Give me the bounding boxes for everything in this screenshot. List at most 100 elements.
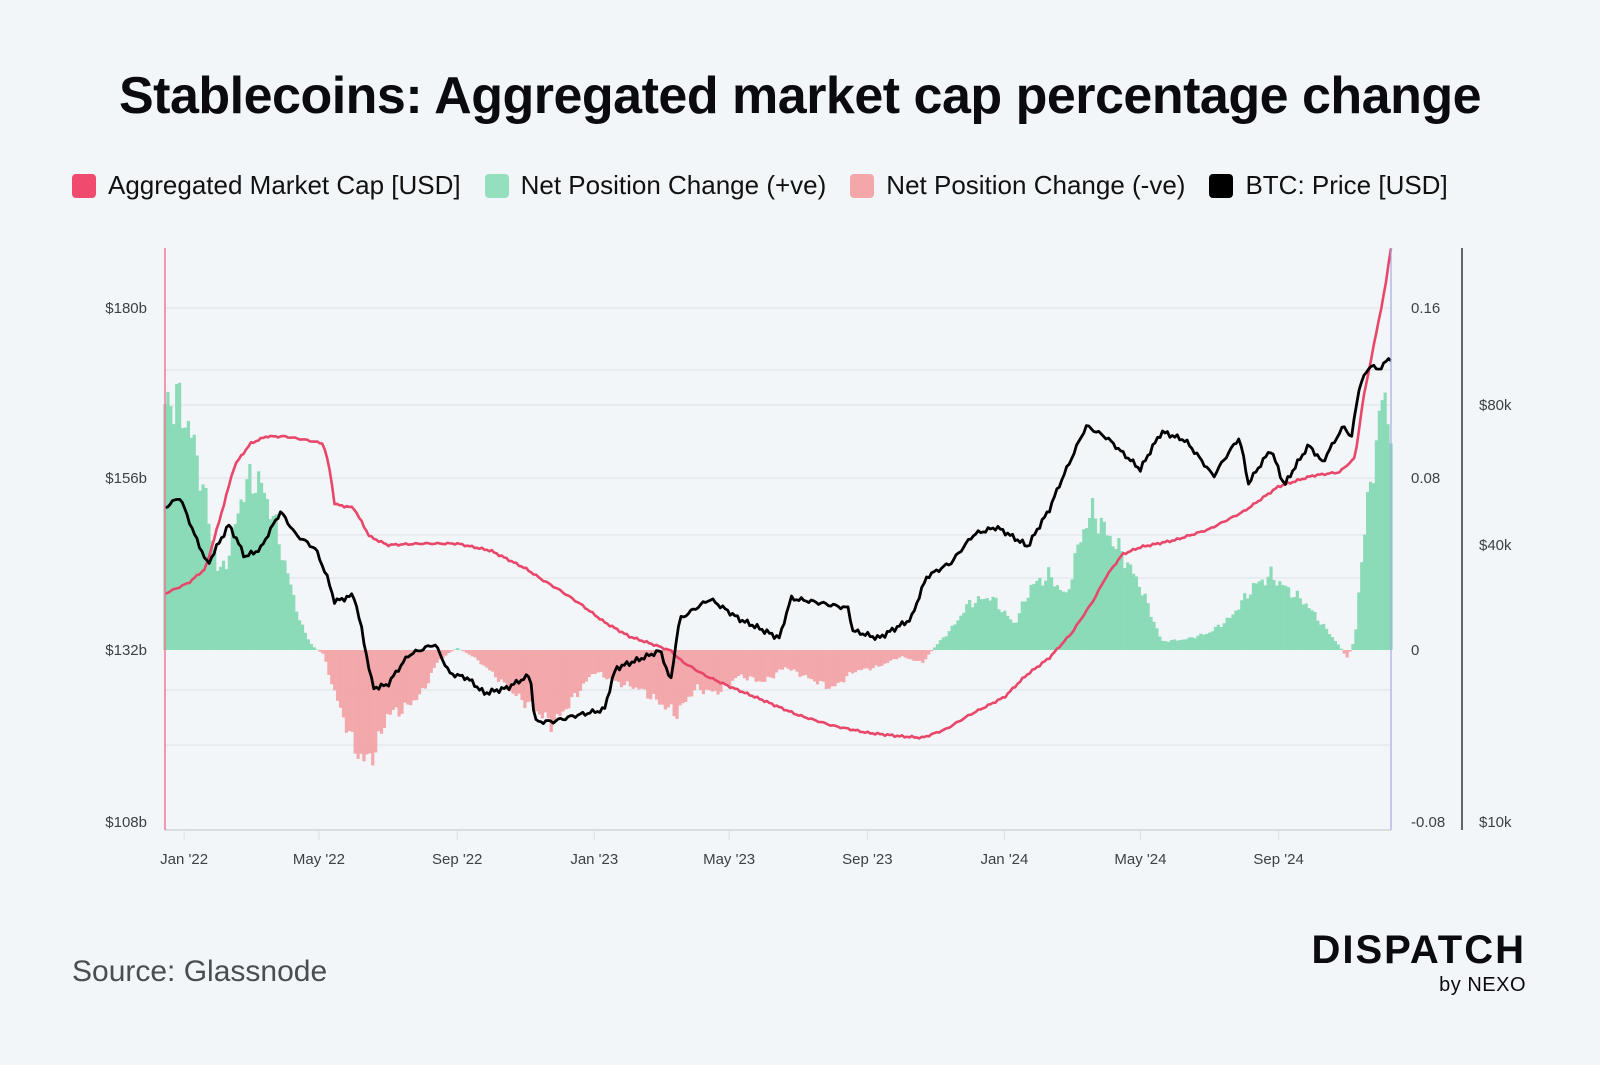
left-axis-tick-label: $108b (105, 814, 147, 831)
legend-item-net-positive[interactable]: Net Position Change (+ve) (484, 170, 826, 201)
net-position-bar-negative (514, 650, 518, 697)
net-position-bar-positive (1278, 581, 1282, 650)
net-position-bar-positive (962, 612, 966, 650)
net-position-bar-negative (631, 650, 635, 689)
net-position-bar-negative (529, 650, 533, 702)
net-position-bar-negative (441, 650, 445, 658)
net-position-bar-negative (915, 650, 919, 661)
net-position-bar-negative (596, 650, 600, 673)
net-position-bar-positive (935, 644, 940, 650)
net-position-bar-negative (818, 650, 823, 681)
net-position-bar-positive (218, 566, 223, 650)
net-position-bar-positive (271, 516, 275, 650)
net-position-bar-positive (1126, 562, 1130, 650)
net-position-bar-negative (786, 650, 790, 669)
net-position-bar-negative (464, 650, 468, 653)
net-position-bar-positive (1052, 586, 1057, 650)
net-position-bar-negative (687, 650, 691, 697)
net-position-bar-negative (853, 650, 858, 673)
net-position-bar-negative (889, 650, 893, 661)
net-position-bar-positive (1371, 483, 1376, 650)
net-position-bar-negative (868, 650, 872, 671)
net-position-bar-positive (289, 584, 293, 650)
net-position-bar-negative (736, 650, 741, 677)
net-position-bar-positive (1044, 580, 1048, 650)
net-position-bar-negative (760, 650, 764, 682)
net-position-bar-positive (1207, 632, 1212, 650)
net-position-bar-negative (444, 650, 448, 656)
net-position-bar-positive (453, 649, 457, 650)
x-axis-tick-label: Jan '22 (160, 851, 208, 868)
net-position-bar-positive (1172, 639, 1177, 650)
net-position-bar-negative (406, 650, 410, 705)
net-position-bar-positive (230, 527, 234, 650)
net-position-bar-positive (221, 560, 226, 650)
net-position-bar-positive (180, 427, 185, 650)
net-position-bar-negative (657, 650, 662, 705)
net-position-bar-positive (265, 499, 270, 650)
net-position-bar-positive (1333, 641, 1338, 650)
net-position-bar-negative (684, 650, 688, 702)
net-position-bar-negative (725, 650, 729, 684)
net-position-bar-positive (968, 599, 972, 650)
legend-item-net-negative[interactable]: Net Position Change (-ve) (850, 170, 1185, 201)
net-position-bar-positive (1304, 603, 1308, 650)
net-position-bar-negative (508, 650, 512, 692)
net-position-bar-positive (1187, 637, 1191, 650)
net-position-bar-negative (906, 650, 910, 659)
net-position-bar-negative (376, 650, 381, 732)
net-position-bar-negative (856, 650, 861, 671)
net-position-bar-positive (1134, 576, 1139, 650)
net-position-bar-positive (947, 631, 951, 650)
net-position-bar-negative (810, 650, 814, 680)
net-position-bar-positive (1219, 626, 1223, 650)
net-position-bar-negative (766, 650, 770, 677)
btc-price-line (164, 357, 1392, 725)
right-outer-axis-tick-label: $40k (1479, 537, 1512, 554)
net-position-bar-negative (499, 650, 504, 680)
net-position-bar-negative (485, 650, 489, 668)
net-position-bar-positive (991, 596, 995, 650)
net-position-bar-negative (423, 650, 428, 689)
net-position-bar-negative (584, 650, 588, 682)
net-position-bar-negative (593, 650, 597, 674)
legend-item-market-cap[interactable]: Aggregated Market Cap [USD] (72, 170, 461, 201)
net-position-bar-positive (1313, 611, 1317, 650)
net-position-bar-positive (1357, 592, 1361, 650)
net-position-bar-negative (851, 650, 855, 674)
net-position-bar-negative (371, 650, 375, 766)
net-position-bar-positive (259, 482, 264, 650)
net-position-bar-positive (1251, 583, 1256, 650)
net-position-bar-positive (195, 455, 199, 650)
net-position-bar-negative (488, 650, 492, 671)
net-position-bar-negative (859, 650, 863, 671)
net-position-bar-positive (1292, 597, 1297, 650)
net-position-bar-negative (502, 650, 507, 683)
net-position-bar-negative (447, 650, 451, 654)
net-position-bar-negative (701, 650, 705, 695)
net-position-bar-negative (839, 650, 843, 682)
net-position-bar-negative (385, 650, 389, 715)
right-inner-axis-tick-label: 0.16 (1411, 300, 1440, 317)
net-position-bar-positive (1184, 639, 1188, 650)
x-axis-tick-label: Jan '23 (570, 851, 618, 868)
net-position-bar-positive (1088, 518, 1092, 650)
net-position-bar-positive (1058, 589, 1062, 650)
net-position-bar-positive (178, 382, 182, 650)
net-position-bar-negative (780, 650, 784, 670)
net-position-bar-negative (883, 650, 887, 664)
net-position-bar-negative (903, 650, 907, 658)
net-position-bar-negative (824, 650, 828, 689)
net-position-bar-positive (1026, 597, 1030, 650)
legend-item-btc-price[interactable]: BTC: Price [USD] (1209, 170, 1448, 201)
net-position-bar-positive (941, 637, 945, 650)
net-position-bar-positive (254, 492, 258, 650)
net-position-bar-positive (1167, 641, 1171, 650)
net-position-bar-negative (652, 650, 656, 694)
net-position-bar-negative (792, 650, 796, 670)
net-position-bar-negative (783, 650, 787, 668)
net-position-bar-positive (1263, 585, 1267, 650)
net-position-bar-positive (274, 514, 278, 650)
net-position-bar-negative (848, 650, 852, 673)
